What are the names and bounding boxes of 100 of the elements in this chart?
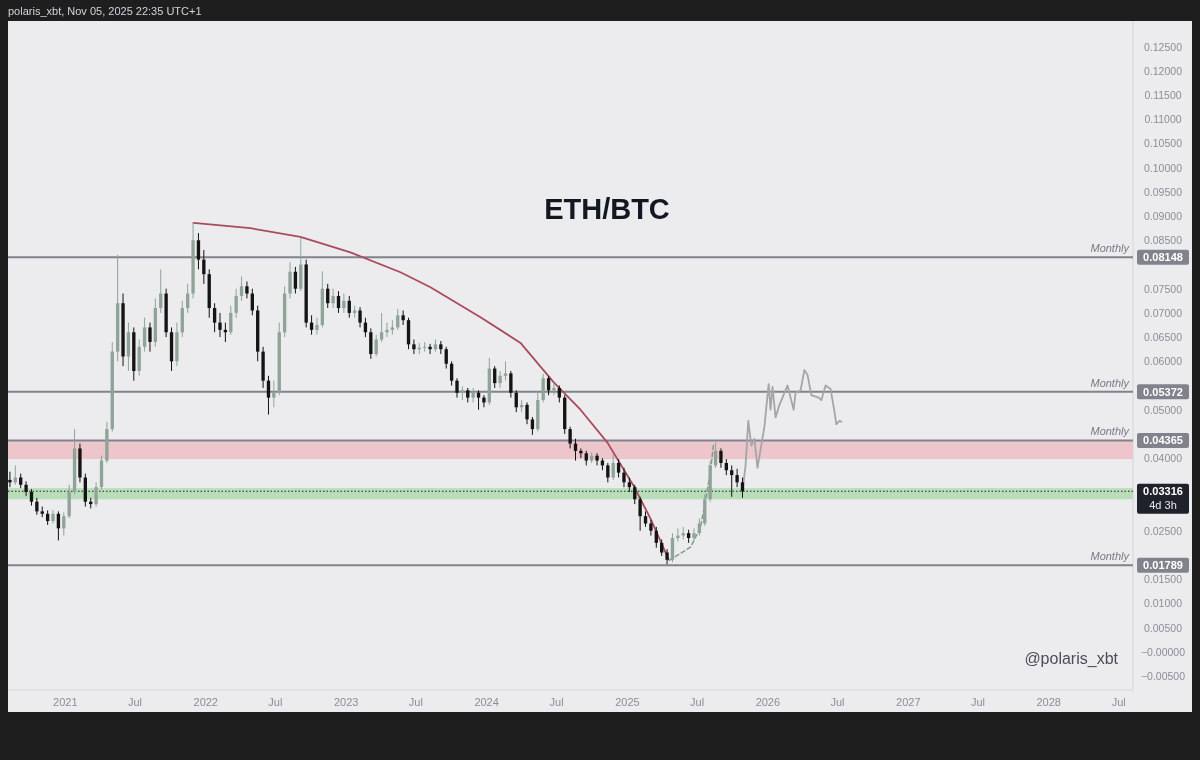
- candlestick: [272, 380, 276, 408]
- candlestick: [525, 401, 529, 425]
- text: 0.04365: [1143, 434, 1183, 447]
- candlestick: [730, 464, 734, 498]
- candlestick: [595, 452, 599, 466]
- y-tick-label: 0.08500: [1144, 234, 1183, 247]
- candlestick: [455, 377, 459, 399]
- candlestick: [315, 317, 319, 336]
- y-tick-label: 0.12000: [1144, 64, 1183, 77]
- x-tick-label: 2021: [53, 696, 78, 708]
- candlestick: [606, 462, 610, 483]
- ref-line-label: Monthly: [1090, 376, 1131, 389]
- candlestick: [358, 306, 362, 328]
- x-tick-label: 2023: [333, 696, 359, 708]
- candlestick: [444, 346, 448, 370]
- text: 0.08148: [1143, 251, 1183, 264]
- candlestick: [423, 341, 427, 353]
- x-tick-label: Jul: [549, 696, 564, 708]
- candlestick: [62, 511, 66, 537]
- candlestick: [482, 394, 486, 408]
- candlestick: [579, 447, 583, 459]
- candlestick: [552, 382, 556, 396]
- x-tick-label: Jul: [268, 696, 283, 708]
- candlestick: [735, 468, 739, 488]
- candlestick: [692, 527, 696, 541]
- candlestick: [503, 360, 508, 382]
- candlestick: [234, 288, 238, 319]
- candlestick: [218, 312, 222, 338]
- candlestick: [546, 375, 551, 396]
- candlestick: [212, 302, 217, 333]
- y-tick-label: −0.00000: [1140, 645, 1186, 658]
- candlestick: [385, 322, 389, 338]
- x-tick-label: Jul: [970, 696, 985, 708]
- annotation: @polaris_xbt: [1024, 650, 1119, 668]
- candlestick: [336, 290, 341, 314]
- candlestick: [13, 464, 17, 486]
- y-tick-label: 0.00500: [1144, 621, 1183, 634]
- ref-line-label: Monthly: [1090, 550, 1131, 563]
- candlestick: [670, 532, 675, 563]
- candlestick: [142, 317, 147, 353]
- x-tick-label: Jul: [1111, 696, 1126, 708]
- y-tick-label: 0.11500: [1144, 89, 1182, 102]
- y-tick-label: 0.11000: [1144, 113, 1182, 126]
- candlestick: [638, 496, 642, 532]
- ref-line-label: Monthly: [1090, 425, 1131, 438]
- text: 0.05372: [1143, 385, 1183, 398]
- y-tick-label: 0.01500: [1144, 573, 1183, 586]
- candlestick: [498, 370, 502, 389]
- y-tick-label: 0.07000: [1144, 306, 1183, 319]
- candlestick: [633, 484, 637, 505]
- candlestick: [331, 288, 335, 309]
- candlestick: [8, 471, 12, 488]
- candlestick: [342, 293, 346, 314]
- candlestick: [245, 280, 249, 299]
- x-tick-label: 2022: [193, 696, 218, 708]
- candlestick: [288, 261, 292, 299]
- x-tick-label: 2025: [615, 696, 640, 708]
- candlestick: [379, 312, 384, 343]
- x-tick-label: 2026: [755, 696, 781, 708]
- candlestick: [196, 232, 201, 270]
- y-tick-label: 0.04000: [1144, 452, 1183, 465]
- candlestick: [649, 519, 653, 537]
- candlestick: [616, 458, 621, 478]
- candlestick: [369, 327, 373, 360]
- ref-line-label: 4d 3h: [1149, 499, 1177, 512]
- y-tick-label: 0.02500: [1144, 524, 1183, 537]
- candlestick: [401, 309, 405, 326]
- y-tick-label: 0.07500: [1144, 282, 1183, 295]
- ref-line-label: Monthly: [1090, 242, 1131, 255]
- candlestick: [719, 447, 723, 469]
- candlestick: [622, 467, 626, 488]
- y-tick-label: 0.10000: [1144, 161, 1183, 174]
- text: polaris_xbt, Nov 05, 2025 22:35 UTC+1: [8, 5, 202, 17]
- candlestick: [665, 548, 669, 565]
- candlestick: [396, 308, 400, 331]
- y-tick-label: −0.00500: [1140, 669, 1186, 682]
- y-tick-label: 0.12500: [1144, 40, 1183, 53]
- candlestick: [148, 322, 152, 353]
- y-tick-label: 0.09000: [1144, 210, 1183, 223]
- candlestick: [202, 249, 206, 285]
- x-tick-label: 2028: [1036, 696, 1061, 708]
- x-tick-label: Jul: [408, 696, 423, 708]
- y-tick-label: 0.10500: [1144, 137, 1183, 150]
- candlestick: [541, 373, 545, 403]
- candlestick: [94, 481, 98, 508]
- x-tick-label: Jul: [127, 696, 142, 708]
- candlestick: [476, 389, 481, 411]
- text: 0.03316: [1143, 485, 1183, 498]
- y-tick-label: 0.09500: [1144, 185, 1183, 198]
- y-tick-label: 0.05000: [1144, 403, 1183, 416]
- candlestick: [239, 276, 244, 302]
- candlestick: [654, 526, 658, 549]
- text: ETH/BTC: [544, 193, 670, 225]
- x-tick-label: Jul: [830, 696, 845, 708]
- x-tick-label: 2024: [474, 696, 499, 708]
- candlestick: [347, 295, 351, 319]
- y-tick-label: 0.06500: [1144, 331, 1183, 344]
- y-tick-label: 0.01000: [1144, 597, 1183, 610]
- candlestick: [24, 480, 28, 497]
- x-tick-label: Jul: [690, 696, 705, 708]
